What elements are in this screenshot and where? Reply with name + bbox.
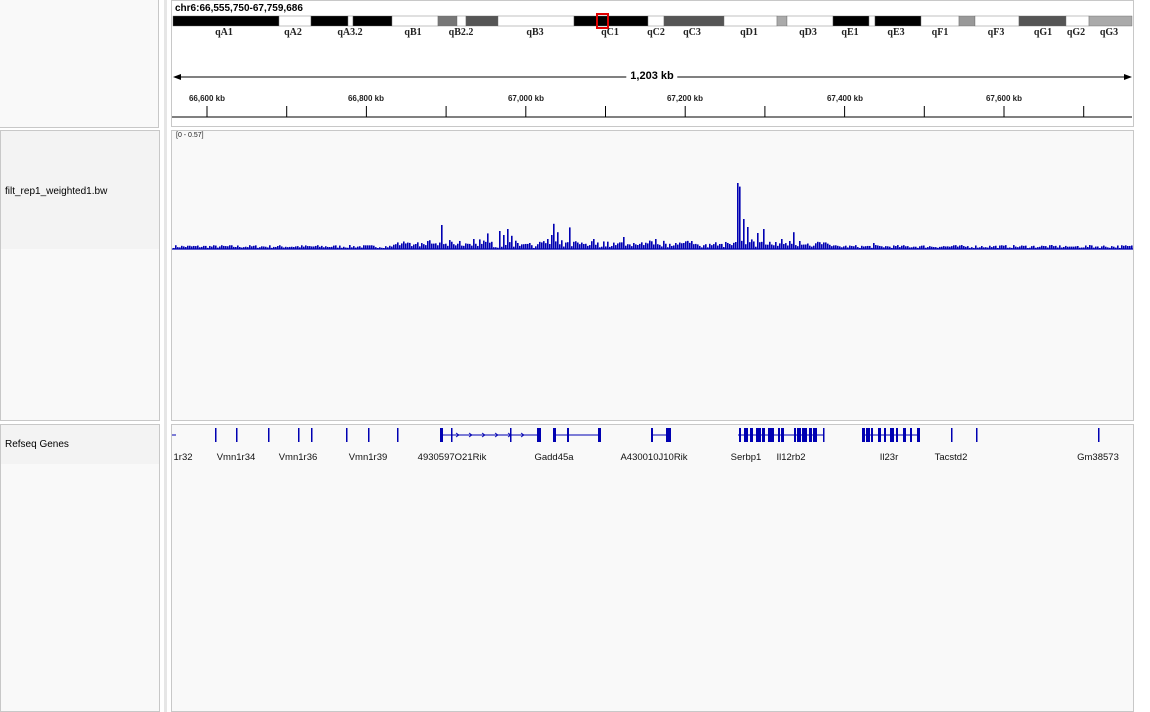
span-label: 1,203 kb bbox=[626, 70, 678, 82]
cytoband-label: qG1 bbox=[1033, 27, 1053, 38]
chromosome-ideogram[interactable] bbox=[0, 0, 1150, 40]
ruler[interactable] bbox=[0, 60, 1150, 122]
gene-label[interactable]: A430010J10Rik bbox=[620, 452, 688, 463]
signal-data-range: [0 - 0.57] bbox=[176, 132, 204, 139]
signal-track-plot[interactable] bbox=[172, 131, 1133, 256]
cytoband-label: qG3 bbox=[1099, 27, 1119, 38]
gene-label[interactable]: Gadd45a bbox=[534, 452, 574, 463]
locus-label: chr6:66,555,750-67,759,686 bbox=[175, 3, 303, 14]
gene-label[interactable]: 4930597O21Rik bbox=[417, 452, 487, 463]
ruler-tick-label: 66,800 kb bbox=[347, 94, 385, 103]
panel-divider[interactable] bbox=[164, 0, 167, 712]
gene-label[interactable]: Il12rb2 bbox=[776, 452, 806, 463]
cytoband-label: qB3 bbox=[526, 27, 544, 38]
gene-label[interactable]: Vmn1r39 bbox=[348, 452, 388, 463]
cytoband-label: qD3 bbox=[799, 27, 817, 38]
gene-label[interactable]: Il23r bbox=[879, 452, 899, 463]
gene-label[interactable]: Serbp1 bbox=[730, 452, 762, 463]
cytoband-label: qC1 bbox=[601, 27, 619, 38]
signal-name-highlight[interactable] bbox=[1, 131, 159, 249]
gene-label[interactable]: Gm38573 bbox=[1077, 452, 1119, 463]
ruler-tick-label: 67,400 kb bbox=[826, 94, 864, 103]
genes-name-panel bbox=[0, 424, 160, 712]
genes-track-plot[interactable] bbox=[172, 425, 1133, 455]
header-name-panel bbox=[0, 0, 159, 128]
cytoband-label: qA3.2 bbox=[337, 27, 363, 38]
cytoband-label: qE1 bbox=[841, 27, 859, 38]
gene-label[interactable]: Tacstd2 bbox=[934, 452, 968, 463]
gene-label[interactable]: Vmn1r34 bbox=[216, 452, 256, 463]
cytoband-label: qG2 bbox=[1066, 27, 1086, 38]
cytoband-label: qF1 bbox=[931, 27, 949, 38]
cytoband-label: qE3 bbox=[887, 27, 905, 38]
span-arrow-left bbox=[173, 74, 181, 80]
cytoband-label: qB1 bbox=[404, 27, 422, 38]
gene-label[interactable]: Vmn1r36 bbox=[278, 452, 318, 463]
cytoband-label: qD1 bbox=[740, 27, 758, 38]
span-arrow-right bbox=[1124, 74, 1132, 80]
ruler-tick-label: 66,600 kb bbox=[188, 94, 226, 103]
cytoband-label: qF3 bbox=[987, 27, 1005, 38]
cytoband-label: qC3 bbox=[683, 27, 701, 38]
signal-track-name[interactable]: filt_rep1_weighted1.bw bbox=[5, 186, 108, 197]
ruler-tick-label: 67,000 kb bbox=[507, 94, 545, 103]
cytoband-label: qC2 bbox=[647, 27, 665, 38]
signal-track-panel[interactable] bbox=[171, 130, 1134, 421]
genes-track-panel[interactable] bbox=[171, 424, 1134, 712]
gene-label[interactable]: 1r32 bbox=[173, 452, 193, 463]
genes-name-highlight[interactable] bbox=[1, 425, 159, 464]
ruler-tick-label: 67,600 kb bbox=[985, 94, 1023, 103]
genes-track-name[interactable]: Refseq Genes bbox=[5, 439, 69, 450]
ruler-tick-label: 67,200 kb bbox=[666, 94, 704, 103]
cytoband-label: qB2.2 bbox=[448, 27, 474, 38]
cytoband-label: qA2 bbox=[284, 27, 302, 38]
current-region-marker bbox=[596, 13, 609, 29]
cytoband-label: qA1 bbox=[215, 27, 233, 38]
